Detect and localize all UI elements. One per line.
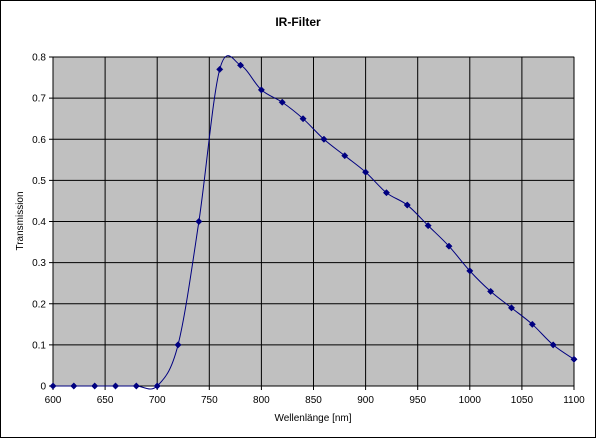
x-tick-label: 950 bbox=[409, 395, 426, 406]
data-point bbox=[507, 304, 516, 312]
data-point bbox=[382, 189, 390, 197]
data-point bbox=[257, 86, 265, 94]
x-tick-label: 900 bbox=[357, 395, 374, 406]
y-tick-label: 0.8 bbox=[32, 53, 46, 64]
data-point bbox=[320, 135, 328, 143]
x-tick-label: 700 bbox=[149, 395, 166, 406]
y-axis-ticks: 0 0.1 0.2 0.3 0.4 0.5 0.6 0.7 0.8 bbox=[32, 53, 54, 393]
data-point bbox=[466, 267, 474, 275]
data-point bbox=[153, 382, 161, 390]
x-tick-label: 1100 bbox=[563, 395, 585, 406]
data-point bbox=[132, 382, 140, 390]
x-tick-label: 1000 bbox=[459, 395, 482, 406]
data-point bbox=[70, 382, 78, 390]
data-point bbox=[341, 152, 349, 160]
x-tick-label: 600 bbox=[45, 395, 62, 406]
grid-lines bbox=[52, 56, 575, 387]
data-point bbox=[111, 382, 120, 390]
y-tick-label: 0.7 bbox=[32, 94, 46, 105]
y-axis-label: Transmission bbox=[15, 191, 26, 250]
data-point bbox=[528, 320, 536, 328]
data-point bbox=[362, 168, 370, 176]
y-tick-label: 0.2 bbox=[32, 299, 46, 310]
y-tick-label: 0.6 bbox=[32, 135, 46, 146]
data-point bbox=[195, 217, 203, 226]
x-tick-label: 650 bbox=[97, 395, 114, 406]
series-group bbox=[49, 55, 578, 390]
data-point bbox=[278, 98, 286, 106]
x-axis-label: Wellenlänge [nm] bbox=[274, 413, 351, 424]
chart-title: IR-Filter bbox=[275, 15, 321, 29]
data-point bbox=[445, 242, 453, 250]
y-tick-label: 0.3 bbox=[32, 258, 46, 269]
y-tick-label: 0 bbox=[40, 382, 46, 393]
data-point bbox=[403, 201, 411, 209]
data-point bbox=[91, 382, 99, 390]
x-tick-label: 1050 bbox=[511, 395, 534, 406]
x-tick-label: 750 bbox=[201, 395, 218, 406]
y-tick-label: 0.5 bbox=[32, 176, 46, 187]
data-point bbox=[487, 287, 495, 295]
data-point bbox=[49, 382, 57, 390]
data-point bbox=[216, 65, 224, 73]
data-point bbox=[549, 341, 557, 349]
y-tick-label: 0.4 bbox=[32, 217, 46, 228]
data-point bbox=[299, 115, 307, 123]
x-axis-ticks: 600 650 700 750 800 850 900 950 1000 1050 1100 bbox=[45, 385, 585, 406]
data-point bbox=[424, 222, 432, 230]
data-point bbox=[570, 355, 578, 363]
data-point bbox=[237, 61, 245, 69]
x-tick-label: 850 bbox=[305, 395, 322, 406]
data-point bbox=[174, 341, 182, 349]
y-tick-label: 0.1 bbox=[32, 340, 46, 351]
x-tick-label: 800 bbox=[253, 395, 270, 406]
